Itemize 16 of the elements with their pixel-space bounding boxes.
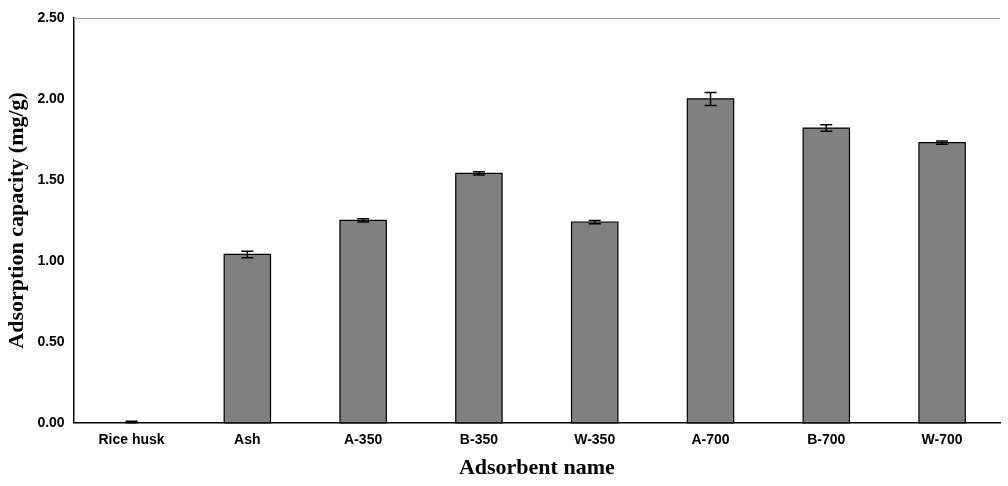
y-tick-label: 0.50: [37, 332, 65, 349]
x-tick-label: Ash: [234, 431, 261, 448]
x-tick-label: W-700: [921, 431, 963, 448]
x-tick-label: B-350: [459, 431, 499, 448]
x-tick-label: B-700: [807, 431, 846, 448]
y-tick-label: 1.00: [37, 251, 65, 268]
x-tick-label: A-350: [344, 431, 383, 448]
x-axis-title: Adsorbent name: [458, 454, 615, 480]
x-tick-label: W-350: [574, 431, 616, 448]
y-axis-title: Adsorption capacity (mg/g): [2, 92, 28, 349]
x-tick-label: A-700: [691, 431, 730, 448]
y-tick-label: 2.50: [37, 8, 65, 25]
x-tick-label: Rice husk: [98, 431, 165, 448]
y-tick-label: 2.00: [37, 89, 65, 106]
y-tick-label: 0.00: [37, 413, 65, 430]
y-tick-label: 1.50: [37, 170, 65, 187]
